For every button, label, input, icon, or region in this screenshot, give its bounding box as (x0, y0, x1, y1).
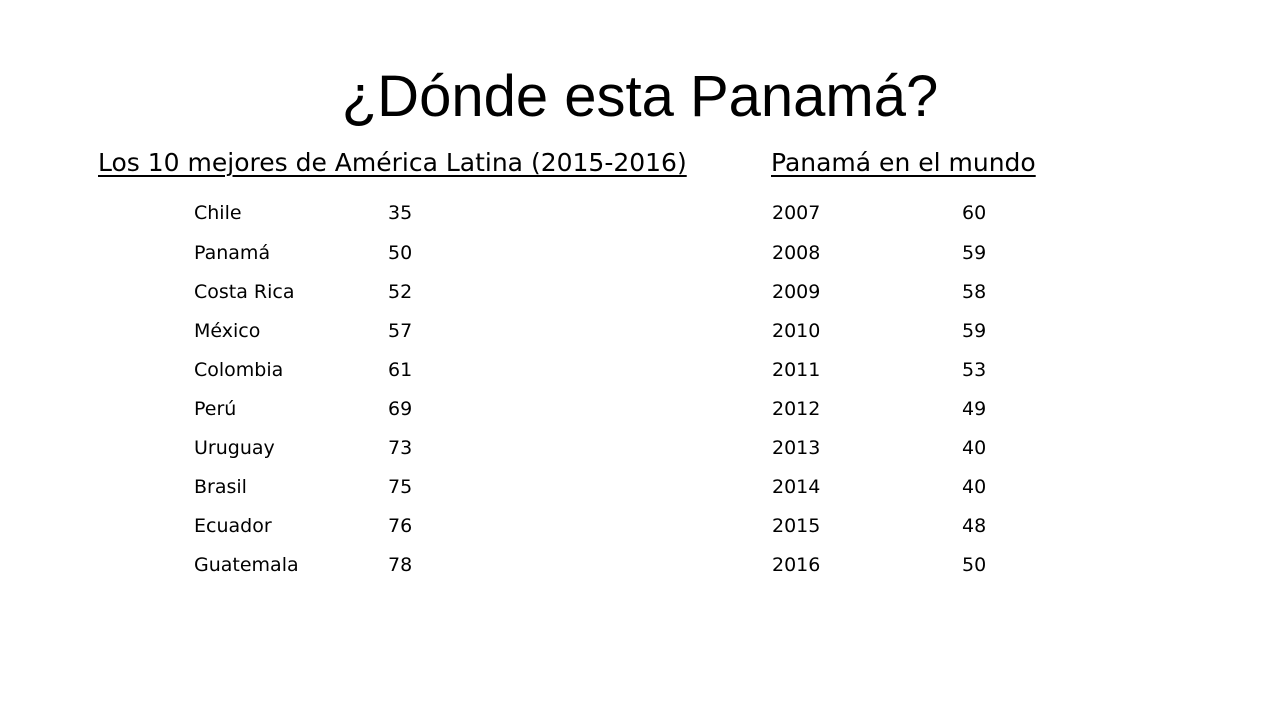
list-item: Uruguay 73 (194, 428, 412, 467)
list-item: Colombia 61 (194, 350, 412, 389)
country-name: Panamá (194, 241, 271, 264)
year-rank: 53 (962, 358, 987, 381)
country-name: México (194, 319, 261, 342)
list-item: 2009 58 (772, 272, 986, 311)
latin-america-ranking-list: Chile 35 Panamá 50 Costa Rica 52 México 57 C… (194, 193, 412, 584)
country-rank: 75 (388, 475, 413, 498)
panama-world-heading: Panamá en el mundo (771, 148, 1036, 177)
latin-america-heading: Los 10 mejores de América Latina (2015-2… (98, 148, 687, 177)
list-item: 2008 59 (772, 233, 986, 272)
list-item: 2014 40 (772, 467, 986, 506)
year-rank: 59 (962, 241, 987, 264)
year-rank: 58 (962, 280, 987, 303)
year-rank: 60 (962, 202, 987, 224)
list-item: Chile 35 (194, 193, 412, 233)
year-rank: 40 (962, 436, 987, 459)
list-item: 2007 60 (772, 193, 986, 233)
list-item: 2016 50 (772, 545, 986, 584)
list-item: Perú 69 (194, 389, 412, 428)
year-rank: 50 (962, 553, 987, 576)
country-name: Costa Rica (194, 280, 295, 303)
year: 2012 (772, 397, 821, 420)
country-name: Colombia (194, 358, 284, 381)
list-item: Ecuador 76 (194, 506, 412, 545)
year: 2011 (772, 358, 821, 381)
year: 2016 (772, 553, 821, 576)
year: 2015 (772, 514, 821, 537)
year: 2009 (772, 280, 821, 303)
year-rank: 48 (962, 514, 987, 537)
list-item: Guatemala 78 (194, 545, 412, 584)
list-item: 2011 53 (772, 350, 986, 389)
country-name: Chile (194, 202, 242, 224)
country-name: Guatemala (194, 553, 299, 576)
list-item: 2012 49 (772, 389, 986, 428)
country-rank: 76 (388, 514, 413, 537)
year: 2010 (772, 319, 821, 342)
year-rank: 40 (962, 475, 987, 498)
year-rank: 59 (962, 319, 987, 342)
list-item: Panamá 50 (194, 233, 412, 272)
country-rank: 61 (388, 358, 413, 381)
slide-title: ¿Dónde esta Panamá? (341, 64, 939, 129)
year-rank: 49 (962, 397, 987, 420)
country-name: Ecuador (194, 514, 272, 537)
list-item: 2013 40 (772, 428, 986, 467)
country-rank: 57 (388, 319, 413, 342)
year: 2014 (772, 475, 821, 498)
list-item: Brasil 75 (194, 467, 412, 506)
country-rank: 35 (388, 202, 413, 224)
list-item: 2010 59 (772, 311, 986, 350)
country-name: Perú (194, 397, 237, 420)
year: 2013 (772, 436, 821, 459)
list-item: 2015 48 (772, 506, 986, 545)
list-item: México 57 (194, 311, 412, 350)
country-rank: 50 (388, 241, 413, 264)
country-rank: 52 (388, 280, 413, 303)
country-rank: 69 (388, 397, 413, 420)
list-item: Costa Rica 52 (194, 272, 412, 311)
country-name: Brasil (194, 475, 247, 498)
year: 2007 (772, 202, 821, 224)
country-rank: 73 (388, 436, 413, 459)
panama-world-ranking-list: 2007 60 2008 59 2009 58 2010 59 2011 53 2012 4… (772, 193, 986, 584)
country-rank: 78 (388, 553, 413, 576)
country-name: Uruguay (194, 436, 275, 459)
year: 2008 (772, 241, 821, 264)
